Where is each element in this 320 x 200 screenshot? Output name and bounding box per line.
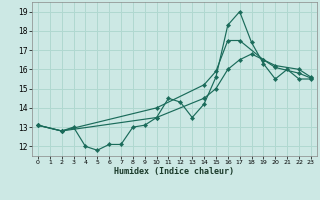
X-axis label: Humidex (Indice chaleur): Humidex (Indice chaleur) bbox=[115, 167, 234, 176]
